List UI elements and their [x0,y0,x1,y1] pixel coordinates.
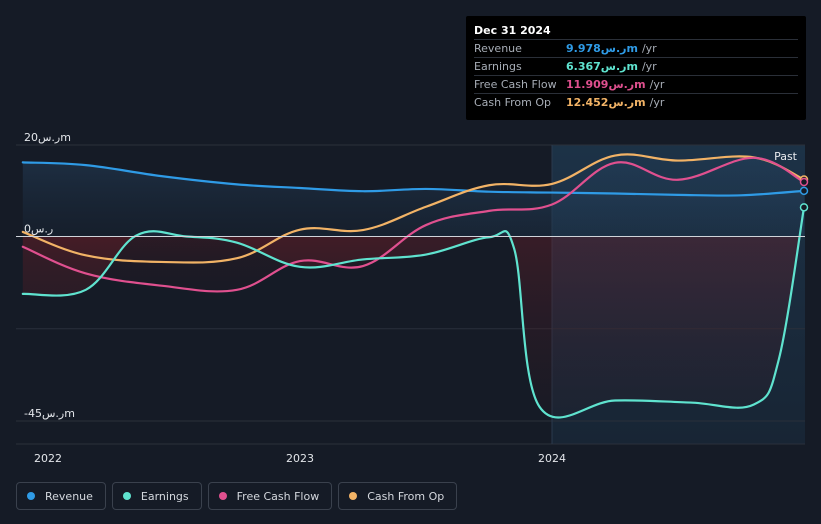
tooltip-unit: /yr [649,78,665,91]
legend-label: Cash From Op [367,489,445,503]
legend-dot-icon [122,492,131,500]
tooltip-value: 11.909ر.سm [566,78,646,91]
legend-item-revenue[interactable]: Revenue [16,482,106,510]
tooltip-value: 9.978ر.سm [566,42,638,55]
tooltip-value: 12.452ر.سm [566,96,646,109]
x-tick-label: 2022 [34,452,62,465]
y-tick-label: 20ر.سm [24,131,71,144]
legend: Revenue Earnings Free Cash Flow Cash Fro… [16,482,458,510]
tooltip-unit: /yr [649,96,665,109]
series-end-point-free-cash-flow [799,177,809,187]
series-area-free-cash-flow [22,157,804,237]
tooltip-value: 6.367ر.سm [566,60,638,73]
tooltip-label: Cash From Op [474,96,552,109]
legend-item-free-cash-flow[interactable]: Free Cash Flow [207,482,333,510]
series-end-point-revenue [799,186,809,196]
tooltip-row-earnings: Earnings 6.367ر.سm /yr [474,57,798,75]
series-line-revenue [21,161,805,197]
tooltip-row-free-cash-flow: Free Cash Flow 11.909ر.سm /yr [474,75,798,93]
y-tick-label: -45ر.سm [24,407,75,420]
tooltip-label: Revenue [474,42,522,55]
tooltip-unit: /yr [641,42,657,55]
tooltip-row-cash-from-op: Cash From Op 12.452ر.سm /yr [474,93,798,111]
series-line-earnings [21,206,805,419]
tooltip: Dec 31 2024 Revenue 9.978ر.سm /yr Earnin… [466,16,806,120]
legend-dot-icon [218,492,227,500]
series-area-negative-earnings [22,236,804,418]
series-line-cash-from-op [21,153,805,264]
tooltip-label: Earnings [474,60,522,73]
y-tick-label: 0ر.س [24,223,53,236]
series-line-free-cash-flow [21,156,805,293]
series-end-point-earnings [799,203,809,212]
past-label: Past [774,150,798,163]
legend-item-earnings[interactable]: Earnings [111,482,202,510]
x-tick-label: 2024 [538,452,566,465]
tooltip-unit: /yr [641,60,657,73]
legend-item-cash-from-op[interactable]: Cash From Op [338,482,458,510]
tooltip-row-revenue: Revenue 9.978ر.سm /yr [474,39,798,57]
legend-label: Revenue [45,489,93,503]
legend-dot-icon [27,492,35,500]
legend-dot-icon [349,492,358,500]
tooltip-label: Free Cash Flow [474,78,557,91]
legend-label: Earnings [140,489,189,503]
series-area-negative-free-cash-flow [22,236,804,292]
x-tick-label: 2023 [286,452,314,465]
tooltip-date: Dec 31 2024 [474,24,551,37]
legend-label: Free Cash Flow [236,489,320,503]
